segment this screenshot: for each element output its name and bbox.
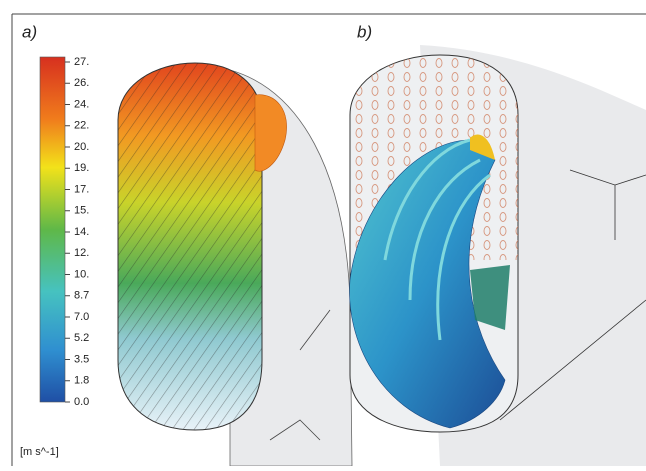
colorbar-unit: [m s^-1] <box>20 446 59 458</box>
panel-label: a) <box>22 22 37 41</box>
tick-label: 7.0 <box>74 311 89 323</box>
tick-label: 27. <box>74 56 89 68</box>
tick-label: 17. <box>74 183 89 195</box>
tick-label: 3.5 <box>74 353 89 365</box>
tick-label: 26. <box>74 77 89 89</box>
panel-label: b) <box>357 22 372 41</box>
tick-label: 19. <box>74 162 89 174</box>
tick-label: 24. <box>74 98 89 110</box>
tick-label: 14. <box>74 226 89 238</box>
figure: a) b) 27. 26. 24. 22. 20. 19. 17. 15. 14. 12. 10. 8… <box>0 0 646 466</box>
tick-label: 0.0 <box>74 396 89 408</box>
tick-label: 22. <box>74 120 89 132</box>
tick-label: 5.2 <box>74 332 89 344</box>
tick-label: 8.7 <box>74 290 89 302</box>
colorbar-ticks: 27. 26. 24. 22. 20. 19. 17. 15. 14. 12. 10. 8.7 7.0 5… <box>65 56 89 408</box>
tick-label: 12. <box>74 247 89 259</box>
colorbar <box>40 57 65 402</box>
tick-label: 15. <box>74 205 89 217</box>
tick-label: 10. <box>74 268 89 280</box>
tick-label: 20. <box>74 141 89 153</box>
tick-label: 1.8 <box>74 375 89 387</box>
